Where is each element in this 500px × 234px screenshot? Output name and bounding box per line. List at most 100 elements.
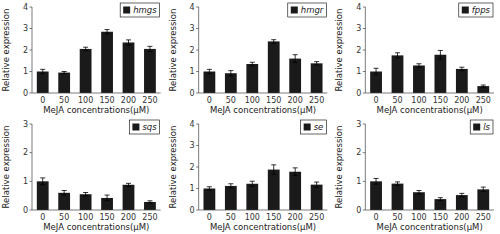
bar [413, 65, 425, 93]
error-cap [250, 65, 255, 66]
error-cap [40, 177, 45, 178]
bar [144, 202, 156, 210]
x-tick-label: 0 [40, 213, 45, 222]
legend: ls [470, 120, 493, 134]
error-cap [147, 46, 152, 47]
error-cap [207, 190, 212, 191]
error-bar [207, 69, 212, 73]
error-line [295, 168, 296, 176]
error-line [107, 195, 108, 201]
error-bar [459, 193, 464, 196]
error-cap [293, 167, 298, 168]
y-axis-label: Relative expression [334, 9, 344, 92]
x-tick-label: 200 [288, 213, 303, 222]
x-axis-label: MeJA concentrations(μM) [43, 105, 149, 115]
error-bar [40, 69, 45, 73]
x-tick-label: 150 [99, 213, 114, 222]
error-bar [481, 187, 486, 192]
error-line [440, 198, 441, 201]
error-cap [416, 67, 421, 68]
error-cap [250, 62, 255, 63]
error-line [42, 69, 43, 73]
bar [434, 199, 446, 210]
y-tick [196, 71, 199, 72]
error-cap [83, 192, 88, 193]
y-tick [30, 93, 33, 94]
error-cap [481, 187, 486, 188]
error-cap [40, 69, 45, 70]
error-bar [271, 165, 276, 174]
y-tick [196, 188, 199, 189]
x-tick-label: 0 [374, 213, 379, 222]
y-tick [196, 124, 199, 125]
y-tick [196, 7, 199, 8]
y-tick-label: 1 [356, 67, 361, 76]
y-tick [196, 167, 199, 168]
legend-swatch [123, 7, 130, 14]
error-cap [459, 196, 464, 197]
bar [268, 170, 280, 210]
bar [477, 86, 489, 93]
bar [203, 72, 215, 94]
error-cap [395, 57, 400, 58]
y-tick [363, 181, 366, 182]
y-tick [363, 210, 366, 211]
bar [37, 72, 49, 94]
error-bar [314, 62, 319, 65]
error-bar [147, 201, 152, 203]
error-cap [126, 39, 131, 40]
bar [203, 189, 215, 211]
error-cap [438, 50, 443, 51]
y-tick [196, 145, 199, 146]
error-bar [395, 182, 400, 185]
error-bar [374, 178, 379, 184]
panel: 01234050100150200250MeJA concentrations(… [334, 3, 494, 115]
background [0, 0, 500, 234]
error-cap [228, 188, 233, 189]
error-cap [293, 62, 298, 63]
bar [289, 59, 301, 93]
error-cap [481, 191, 486, 192]
bar [311, 63, 323, 93]
error-line [273, 40, 274, 43]
x-tick-label: 250 [476, 213, 491, 222]
error-cap [83, 47, 88, 48]
y-tick-label: 0 [356, 89, 361, 98]
x-tick-label: 0 [374, 96, 379, 105]
y-tick-label: 1 [23, 177, 28, 186]
bar [144, 49, 156, 93]
y-tick [30, 50, 33, 51]
error-bar [147, 46, 152, 51]
y-tick-label: 1 [356, 177, 361, 186]
x-tick-label: 100 [411, 96, 426, 105]
x-axis-label: MeJA concentrations(μM) [210, 222, 316, 232]
error-line [376, 178, 377, 184]
error-cap [416, 190, 421, 191]
error-line [397, 182, 398, 185]
x-tick-label: 0 [40, 96, 45, 105]
x-tick-label: 200 [121, 213, 136, 222]
error-line [252, 62, 253, 65]
error-line [376, 68, 377, 74]
error-line [128, 183, 129, 186]
error-cap [314, 65, 319, 66]
y-tick [30, 124, 33, 125]
bar [80, 49, 92, 93]
panel: 01234050100150200250MeJA concentrations(… [168, 120, 328, 232]
y-tick-label: 4 [23, 3, 28, 12]
error-cap [271, 164, 276, 165]
error-cap [228, 75, 233, 76]
x-axis-label: MeJA concentrations(μM) [377, 222, 483, 232]
legend: hmgr [288, 3, 327, 17]
error-cap [459, 193, 464, 194]
legend: sqs [129, 120, 159, 134]
y-tick [30, 7, 33, 8]
y-tick [30, 210, 33, 211]
error-cap [147, 200, 152, 201]
y-tick-label: 4 [190, 3, 195, 12]
y-tick-label: 4 [190, 120, 195, 129]
error-cap [62, 73, 67, 74]
error-cap [40, 73, 45, 74]
legend: se [301, 120, 327, 134]
error-cap [416, 63, 421, 64]
